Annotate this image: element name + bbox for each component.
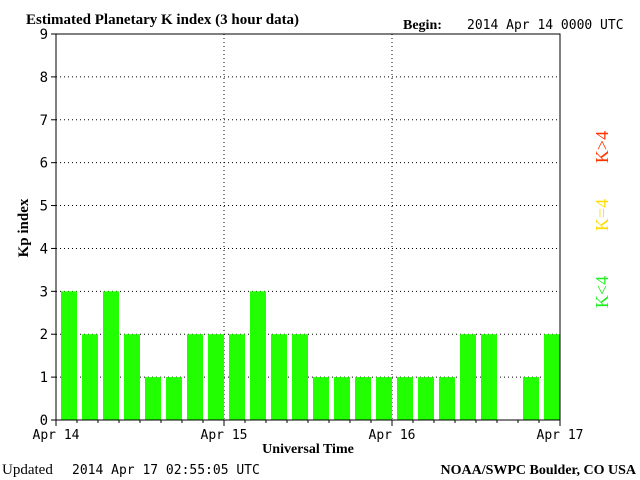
kp-bar <box>439 377 455 420</box>
kp-bar <box>376 377 392 420</box>
source-credit: NOAA/SWPC Boulder, CO USA <box>440 463 636 478</box>
y-tick-label: 4 <box>40 241 48 257</box>
kp-bar <box>103 291 119 420</box>
x-tick-label: Apr 15 <box>201 428 248 443</box>
chart-title: Estimated Planetary K index (3 hour data… <box>26 12 299 28</box>
updated-value: 2014 Apr 17 02:55:05 UTC <box>72 463 260 478</box>
kp-bar <box>187 334 203 420</box>
x-tick-label: Apr 14 <box>33 428 80 443</box>
kp-bar <box>523 377 539 420</box>
begin-value: 2014 Apr 14 0000 UTC <box>467 18 624 33</box>
kp-bar <box>82 334 98 420</box>
kp-bar <box>397 377 413 420</box>
kp-bar <box>271 334 287 420</box>
kp-bar <box>460 334 476 420</box>
begin-label: Begin: <box>403 18 442 33</box>
y-axis-label: Kp index <box>16 198 32 257</box>
y-tick-label: 7 <box>40 113 48 129</box>
y-tick-label: 2 <box>40 327 48 343</box>
kp-bar <box>124 334 140 420</box>
kp-bar <box>61 291 77 420</box>
legend-k-less-4: K<4 <box>592 276 612 308</box>
y-tick-label: 8 <box>40 70 48 86</box>
kp-bar <box>292 334 308 420</box>
y-tick-label: 9 <box>40 27 48 43</box>
kp-bar <box>208 334 224 420</box>
legend-k-equal-4: K=4 <box>592 199 612 231</box>
updated-label: Updated <box>2 462 53 478</box>
kp-bar <box>229 334 245 420</box>
y-tick-label: 6 <box>40 156 48 172</box>
kp-bar <box>166 377 182 420</box>
kp-bar <box>250 291 266 420</box>
x-tick-label: Apr 17 <box>537 428 584 443</box>
kp-bar <box>481 334 497 420</box>
y-tick-label: 5 <box>40 199 48 215</box>
x-axis-label: Universal Time <box>262 442 354 457</box>
y-tick-label: 1 <box>40 370 48 386</box>
kp-bar <box>145 377 161 420</box>
kp-bar <box>313 377 329 420</box>
legend-k-greater-4: K>4 <box>592 131 612 163</box>
kp-bar <box>334 377 350 420</box>
kp-bar <box>418 377 434 420</box>
y-tick-label: 0 <box>40 413 48 429</box>
kp-bar <box>355 377 371 420</box>
x-tick-label: Apr 16 <box>369 428 416 443</box>
y-tick-label: 3 <box>40 284 48 300</box>
kp-bar <box>544 334 560 420</box>
